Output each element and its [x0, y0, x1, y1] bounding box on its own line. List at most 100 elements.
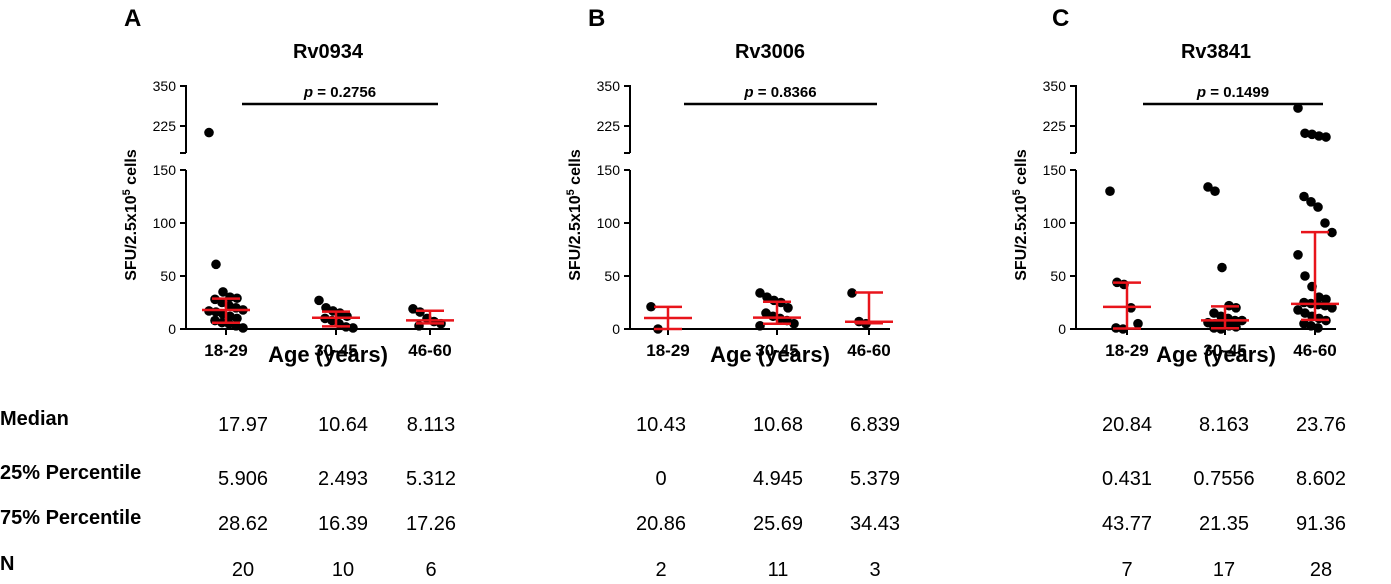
data-point	[1210, 186, 1220, 196]
data-point	[1314, 131, 1324, 141]
y-tick-label: 100	[153, 215, 177, 231]
table-cell: 0.7556	[1193, 468, 1255, 490]
table-cell: 20.86	[635, 513, 687, 535]
y-axis-label-main: SFU/2.5x10	[567, 195, 584, 280]
data-point	[1231, 322, 1241, 332]
y-tick-label: 0	[168, 321, 176, 337]
chart-title: Rv3841	[1181, 41, 1251, 63]
table-cell: 17.97	[217, 414, 269, 436]
y-axis-label-sup: 5	[1011, 189, 1023, 195]
data-point	[1327, 303, 1337, 313]
data-point	[1300, 271, 1310, 281]
x-axis-label: Age (years)	[710, 342, 830, 367]
table-cell: 34.43	[849, 513, 901, 535]
y-tick-label: 50	[160, 268, 176, 284]
y-tick-label: 350	[597, 78, 621, 94]
table-cell: 20.84	[1101, 414, 1153, 436]
y-axis-label-sup: 5	[565, 189, 577, 195]
y-tick-label: 350	[1043, 78, 1067, 94]
p-value-symbol: p	[303, 84, 313, 101]
p-value-label: p = 0.8366	[743, 84, 816, 101]
data-point	[847, 288, 857, 298]
x-tick-label: 46-60	[1293, 341, 1336, 360]
y-axis-label-tail: cells	[1013, 149, 1030, 189]
data-point	[1217, 262, 1227, 273]
y-tick-label: 150	[1043, 162, 1067, 178]
table-cell: 6.839	[849, 414, 901, 436]
y-tick-label: 225	[1043, 118, 1067, 134]
chart-title: Rv0934	[293, 41, 364, 63]
data-point	[314, 295, 324, 306]
data-point	[1105, 186, 1115, 196]
x-tick-label: 30-45	[755, 341, 798, 360]
table-cell: 43.77	[1101, 513, 1153, 535]
y-tick-label: 100	[597, 215, 621, 231]
table-cell: 20	[231, 559, 255, 581]
y-tick-label: 0	[1058, 321, 1066, 337]
data-point	[348, 323, 358, 333]
table-cell: 28	[1309, 559, 1333, 581]
p-value-symbol: p	[1196, 84, 1206, 101]
y-tick-label: 0	[612, 321, 620, 337]
x-tick-label: 46-60	[847, 341, 890, 360]
table-cell: 2	[655, 559, 667, 581]
data-point	[1327, 227, 1337, 238]
x-tick-label: 18-29	[204, 341, 247, 360]
y-tick-label: 225	[153, 118, 177, 134]
table-cell: 21.35	[1198, 513, 1250, 535]
y-tick-label: 150	[153, 162, 177, 178]
table-cell: 16.39	[317, 513, 369, 535]
data-point	[755, 321, 765, 331]
y-axis-label-main: SFU/2.5x10	[1013, 195, 1030, 280]
data-point	[232, 313, 242, 324]
y-axis-label-tail: cells	[123, 149, 140, 189]
data-point	[646, 301, 656, 312]
data-point	[783, 303, 793, 313]
y-tick-label: 50	[604, 268, 620, 284]
data-point	[1203, 182, 1213, 192]
data-point	[1293, 250, 1303, 260]
y-tick-label: 225	[597, 118, 621, 134]
data-point	[1293, 103, 1303, 113]
table-cell: 10.68	[752, 414, 804, 436]
y-tick-label: 100	[1043, 215, 1067, 231]
table-cell: 0.431	[1101, 468, 1153, 490]
y-tick-label: 150	[597, 162, 621, 178]
table-cell: 4.945	[752, 468, 804, 490]
row-label: 75% Percentile	[0, 507, 142, 529]
table-cell: 17.26	[405, 513, 457, 535]
x-tick-label: 46-60	[408, 341, 451, 360]
panel-letter: B	[588, 5, 605, 32]
table-cell: 6	[425, 559, 437, 581]
data-point	[1313, 202, 1323, 212]
y-axis-label-sup: 5	[121, 189, 133, 195]
row-label: Median	[0, 408, 69, 430]
data-point	[238, 323, 248, 333]
p-value-label: p = 0.2756	[303, 84, 376, 101]
table-cell: 8.113	[406, 414, 456, 436]
table-cell: 3	[869, 559, 881, 581]
data-point	[1306, 197, 1316, 207]
data-point	[204, 127, 214, 138]
table-cell: 10.43	[635, 414, 687, 436]
x-tick-label: 30-45	[1203, 341, 1246, 360]
data-point	[211, 259, 221, 270]
x-tick-label: 30-45	[314, 341, 357, 360]
p-value-symbol: p	[743, 84, 753, 101]
x-tick-label: 18-29	[646, 341, 689, 360]
y-tick-label: 350	[153, 78, 177, 94]
table-cell: 11	[767, 559, 789, 581]
table-cell: 91.36	[1295, 513, 1347, 535]
data-point	[1321, 132, 1331, 142]
table-cell: 25.69	[752, 513, 804, 535]
p-value-label: p = 0.1499	[1196, 84, 1269, 101]
table-cell: 5.906	[217, 468, 269, 490]
data-point	[218, 287, 228, 297]
table-cell: 10.64	[317, 414, 369, 436]
data-point	[342, 311, 352, 322]
table-cell: 7	[1121, 559, 1133, 581]
row-label: 25% Percentile	[0, 462, 142, 484]
p-value-number: = 0.1499	[1206, 84, 1269, 101]
x-axis-label: Age (years)	[1156, 342, 1276, 367]
